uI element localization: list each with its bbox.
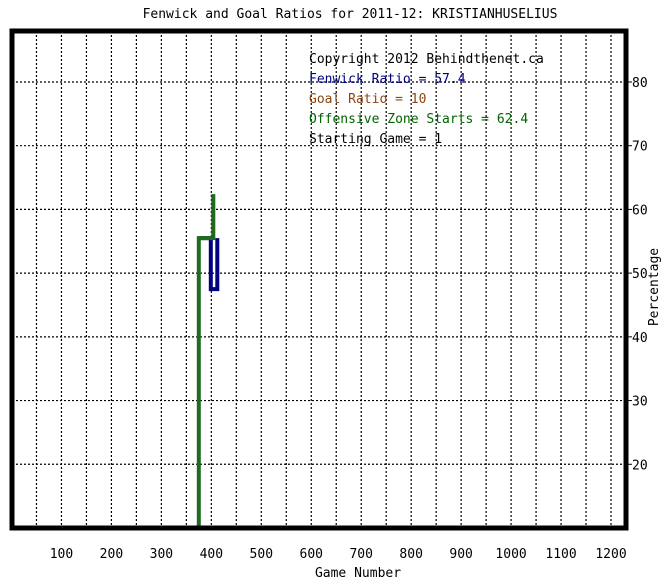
plot-frame <box>9 28 629 531</box>
series-lines <box>196 194 220 528</box>
y-tick-label: 70 <box>632 140 648 155</box>
legend-goal: Goal Ratio = 10 <box>309 92 426 107</box>
legend-fenwick: Fenwick Ratio = 57.4 <box>309 72 466 87</box>
y-tick-label: 40 <box>632 331 648 346</box>
x-tick-label: 900 <box>449 547 472 562</box>
series-line-0 <box>198 236 220 292</box>
legend-ozone: Offensive Zone Starts = 62.4 <box>309 112 528 127</box>
legend-copyright: Copyright 2012 Behindthenet.ca <box>309 52 544 67</box>
x-tick-label: 400 <box>200 547 223 562</box>
y-axis-label: Percentage <box>647 248 662 326</box>
x-tick-label: 1100 <box>545 547 576 562</box>
chart-title: Fenwick and Goal Ratios for 2011-12: KRI… <box>143 7 558 22</box>
x-tick-label: 200 <box>100 547 123 562</box>
legend: Copyright 2012 Behindthenet.ca Fenwick R… <box>309 52 544 147</box>
x-tick-label: 700 <box>349 547 372 562</box>
x-tick-label: 600 <box>300 547 323 562</box>
x-tick-label: 800 <box>399 547 422 562</box>
legend-starting: Starting Game = 1 <box>309 132 442 147</box>
x-axis-ticks: 100 200 300 400 500 600 700 800 900 1000 1100 1200 <box>50 547 627 562</box>
series-line-1 <box>196 194 216 528</box>
x-tick-label: 1000 <box>495 547 526 562</box>
x-tick-label: 1200 <box>595 547 626 562</box>
x-axis-label: Game Number <box>315 566 401 580</box>
x-tick-label: 100 <box>50 547 73 562</box>
x-tick-label: 500 <box>250 547 273 562</box>
y-tick-label: 50 <box>632 267 648 282</box>
y-tick-label: 80 <box>632 76 648 91</box>
x-tick-label: 300 <box>150 547 173 562</box>
y-tick-label: 30 <box>632 395 648 410</box>
y-tick-label: 60 <box>632 203 648 218</box>
y-axis-ticks: 20 30 40 50 60 70 80 <box>626 76 648 473</box>
y-tick-label: 20 <box>632 458 648 473</box>
